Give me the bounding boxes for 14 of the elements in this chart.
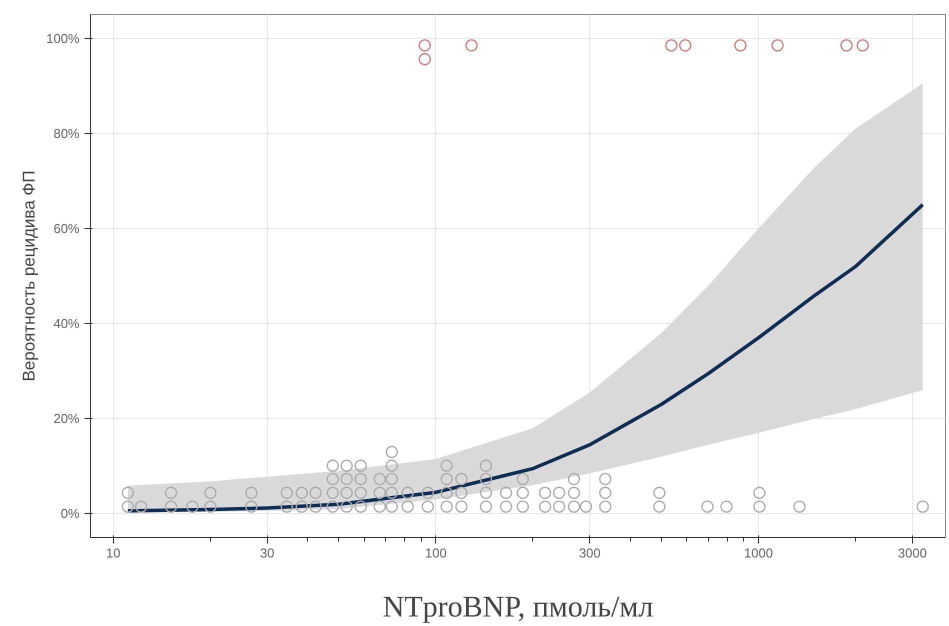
y-tick-label: 40% — [53, 316, 80, 332]
x-tick-label: 3000 — [898, 546, 927, 560]
y-tick-label: 60% — [53, 220, 80, 236]
x-tick-label: 300 — [578, 546, 601, 560]
y-axis-title: Вероятность рецидива ФП — [19, 170, 38, 382]
x-tick-label: 10 — [106, 546, 121, 560]
x-axis-title: NTproBNP, пмоль/мл — [382, 590, 654, 624]
x-tick-label: 100 — [425, 546, 447, 560]
x-tick-label: 1000 — [744, 546, 773, 560]
y-tick-label: 0% — [60, 506, 80, 522]
x-tick-label: 30 — [260, 546, 274, 560]
y-tick-label: 80% — [53, 126, 80, 141]
y-tick-label: 100% — [46, 30, 80, 46]
y-tick-label: 20% — [53, 411, 80, 426]
